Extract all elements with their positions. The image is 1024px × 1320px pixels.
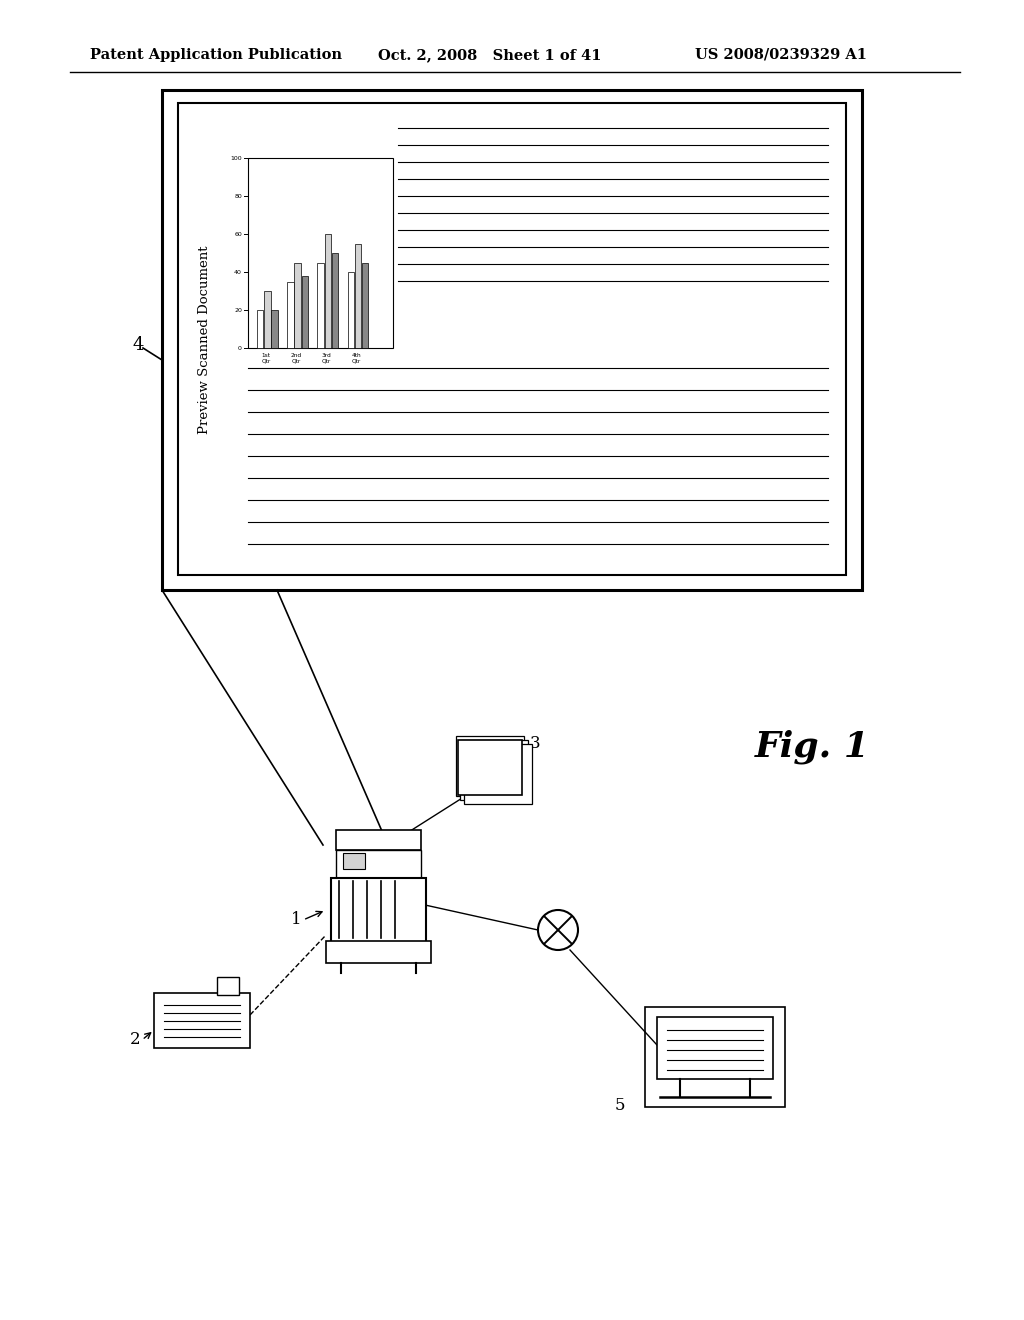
Bar	[302, 276, 308, 348]
Bar	[154, 993, 250, 1048]
Text: US 2008/0239329 A1: US 2008/0239329 A1	[695, 48, 867, 62]
Bar	[355, 243, 361, 348]
Bar	[332, 253, 338, 348]
Text: 20: 20	[234, 308, 242, 313]
Text: 40: 40	[234, 269, 242, 275]
Bar	[248, 158, 393, 348]
Bar	[257, 310, 263, 348]
Bar	[326, 941, 431, 964]
Text: 100: 100	[230, 156, 242, 161]
Bar	[325, 234, 331, 348]
Text: 1: 1	[291, 912, 302, 928]
Text: 0: 0	[239, 346, 242, 351]
Bar	[162, 90, 862, 590]
Bar	[217, 977, 239, 995]
Bar	[331, 878, 426, 942]
Bar	[336, 830, 421, 850]
Text: 2: 2	[130, 1031, 140, 1048]
Bar	[657, 1016, 773, 1078]
Bar	[343, 853, 365, 869]
Bar	[317, 263, 324, 348]
Text: 1st
Qtr: 1st Qtr	[261, 352, 270, 364]
Text: 4: 4	[132, 337, 143, 354]
Bar	[336, 850, 421, 878]
Circle shape	[538, 909, 578, 950]
Text: 3: 3	[530, 734, 541, 751]
Bar	[645, 1007, 785, 1107]
Text: Patent Application Publication: Patent Application Publication	[90, 48, 342, 62]
Text: 2nd
Qtr: 2nd Qtr	[291, 352, 302, 364]
Bar	[288, 281, 294, 348]
Bar	[178, 103, 846, 576]
Bar	[271, 310, 278, 348]
Text: Preview Scanned Document: Preview Scanned Document	[199, 246, 212, 434]
Text: Fig. 1: Fig. 1	[755, 730, 870, 764]
Bar	[348, 272, 354, 348]
Bar	[362, 263, 369, 348]
Bar	[458, 741, 522, 795]
Bar	[264, 290, 270, 348]
Bar	[460, 741, 528, 800]
Bar	[456, 737, 524, 796]
Text: 4th
Qtr: 4th Qtr	[352, 352, 361, 364]
Text: 80: 80	[234, 194, 242, 198]
Text: 3rd
Qtr: 3rd Qtr	[322, 352, 332, 364]
Bar	[295, 263, 301, 348]
Text: Oct. 2, 2008   Sheet 1 of 41: Oct. 2, 2008 Sheet 1 of 41	[378, 48, 601, 62]
Text: 60: 60	[234, 231, 242, 236]
Bar	[464, 744, 532, 804]
Text: 5: 5	[615, 1097, 626, 1114]
Bar	[248, 158, 393, 348]
